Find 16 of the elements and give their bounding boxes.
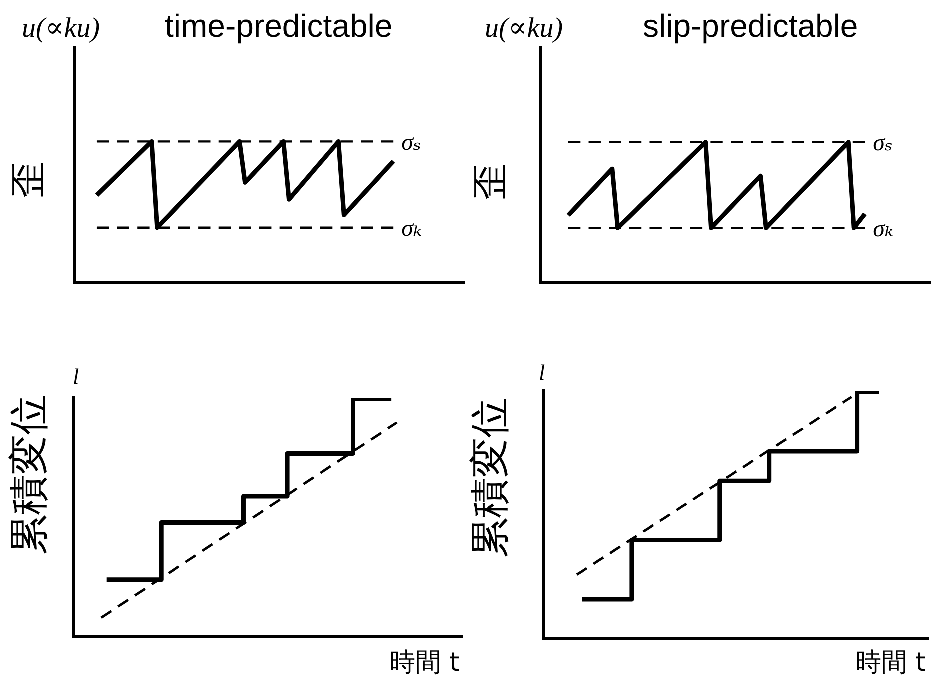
x-axis-title: 時間 t: [390, 648, 460, 678]
ref-line-label: σₛ: [402, 130, 422, 156]
chart-title: time-predictable: [165, 8, 393, 44]
x-axis-title: 時間 t: [856, 648, 926, 678]
text: u(∝ku): [22, 13, 100, 44]
text: l: [538, 360, 546, 385]
text: u(∝ku): [485, 13, 564, 44]
ref-line-label: σₛ: [873, 130, 894, 157]
y-axis-title: 累積変位: [6, 395, 52, 555]
chart-title: slip-predictable: [643, 8, 858, 44]
text: l: [72, 364, 80, 389]
y-axis-title: 歪: [470, 164, 512, 200]
ref-line-label: σₖ: [402, 216, 422, 242]
ref-line-label: σₖ: [873, 216, 894, 242]
y-axis-title: 累積変位: [467, 398, 514, 558]
y-axis-title: 歪: [8, 162, 50, 198]
